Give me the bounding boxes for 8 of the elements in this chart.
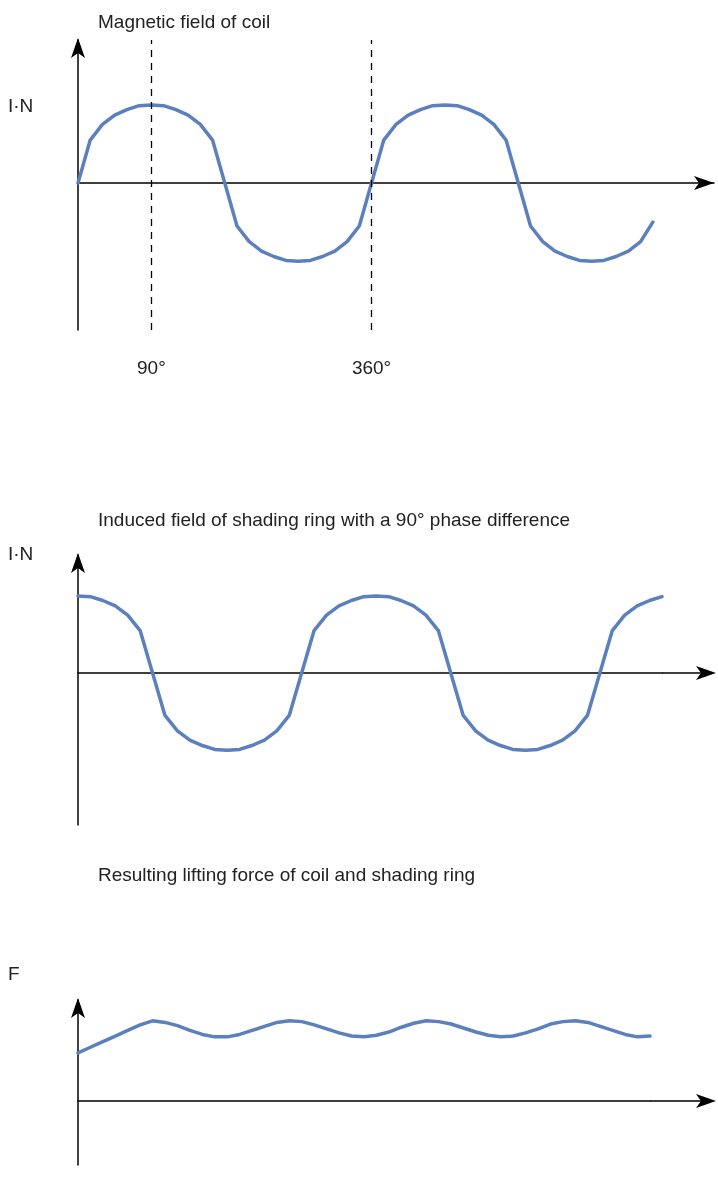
x-tick-label: 90° [137, 357, 166, 378]
chart-title: Magnetic field of coil [98, 10, 272, 34]
y-axis-title: I·N [8, 543, 34, 565]
chart-title: Induced field of shading ring with a 90° phase difference [98, 508, 571, 532]
chart-title: Resulting lifting force of coil and shading ring [98, 863, 477, 887]
x-tick-label: 360° [351, 357, 392, 378]
y-axis-title: I·N [8, 95, 34, 117]
y-axis-title: F [8, 963, 20, 985]
